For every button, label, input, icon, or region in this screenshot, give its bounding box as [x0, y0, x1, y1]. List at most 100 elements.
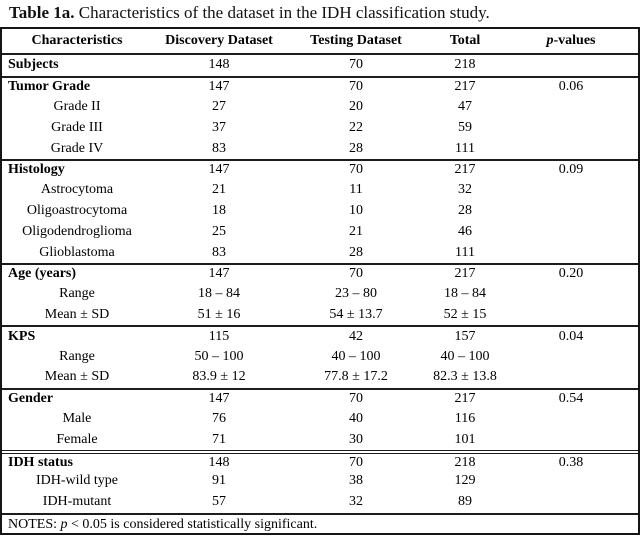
discovery-value: 83 [212, 140, 226, 156]
total-value: 46 [458, 223, 472, 239]
row-label: Grade III [51, 119, 103, 135]
row-label: Range [59, 348, 95, 364]
discovery-value: 25 [212, 223, 226, 239]
testing-value: 70 [349, 79, 363, 95]
total-value: 111 [455, 244, 475, 260]
discovery-value: 148 [208, 454, 230, 470]
discovery-value: 50 – 100 [194, 348, 244, 364]
testing-value: 28 [349, 140, 363, 156]
row-label: Male [62, 410, 92, 426]
row-label: Grade II [53, 98, 101, 114]
total-value: 101 [454, 431, 476, 447]
table-row: Grade IV 83 28 111 [2, 138, 638, 159]
table-row: IDH-mutant 57 32 89 [2, 492, 638, 513]
total-value: 18 – 84 [444, 286, 486, 302]
discovery-value: 147 [208, 391, 230, 407]
total-value: 157 [454, 328, 476, 344]
testing-value: 30 [349, 431, 363, 447]
total-value: 218 [454, 454, 476, 470]
discovery-value: 37 [212, 119, 226, 135]
testing-value: 70 [349, 57, 363, 73]
testing-value: 70 [349, 162, 363, 178]
p-value: 0.20 [558, 266, 584, 282]
table-row: Subjects 148 70 218 [2, 55, 638, 76]
testing-value: 77.8 ± 17.2 [324, 369, 388, 385]
discovery-value: 83 [212, 244, 226, 260]
discovery-value: 18 – 84 [198, 286, 240, 302]
row-label: Tumor Grade [8, 79, 91, 95]
p-value: 0.09 [558, 162, 584, 178]
discovery-value: 76 [212, 410, 226, 426]
discovery-value: 21 [212, 182, 226, 198]
row-label: Glioblastoma [39, 244, 115, 260]
testing-value: 28 [349, 244, 363, 260]
testing-value: 40 [349, 410, 363, 426]
discovery-value: 18 [212, 202, 226, 218]
total-value: 217 [454, 162, 476, 178]
header-p-values: p-values [504, 34, 638, 48]
table-caption: Table 1a. Characteristics of the dataset… [0, 0, 640, 25]
testing-value: 23 – 80 [335, 286, 377, 302]
total-value: 59 [458, 119, 472, 135]
total-value: 82.3 ± 13.8 [433, 369, 497, 385]
notes-prefix: NOTES: [8, 516, 61, 532]
p-value: 0.54 [558, 391, 584, 407]
table-body: Subjects 148 70 218 Tumor Grade 147 70 2… [2, 55, 638, 513]
discovery-value: 27 [212, 98, 226, 114]
notes-p-italic: p [60, 516, 68, 532]
testing-value: 11 [349, 182, 363, 198]
table-row: Gender 147 70 217 0.54 [2, 387, 638, 409]
p-value: 0.04 [558, 328, 584, 344]
row-label: Subjects [8, 57, 59, 73]
testing-value: 32 [349, 494, 363, 510]
total-value: 40 – 100 [440, 348, 490, 364]
testing-value: 40 – 100 [331, 348, 381, 364]
table-header-row: Characteristics Discovery Dataset Testin… [2, 29, 638, 55]
table-row: Tumor Grade 147 70 217 0.06 [2, 75, 638, 97]
testing-value: 10 [349, 202, 363, 218]
row-label: Mean ± SD [44, 306, 110, 322]
table-caption-label: Table 1a. [9, 3, 75, 22]
row-label: Histology [8, 162, 65, 178]
table-row: Age (years) 147 70 217 0.20 [2, 262, 638, 284]
header-total: Total [449, 33, 481, 48]
table-row: Oligodendroglioma 25 21 46 [2, 221, 638, 242]
testing-value: 54 ± 13.7 [329, 306, 383, 322]
row-label: Mean ± SD [44, 369, 110, 385]
testing-value: 70 [349, 454, 363, 470]
table-row: Grade II 27 20 47 [2, 97, 638, 118]
discovery-value: 83.9 ± 12 [192, 369, 246, 385]
total-value: 116 [454, 410, 476, 426]
table-row: Range 18 – 84 23 – 80 18 – 84 [2, 284, 638, 305]
table-caption-text: Characteristics of the dataset in the ID… [74, 3, 490, 22]
row-label: Astrocytoma [40, 182, 114, 198]
header-testing-dataset: Testing Dataset [310, 33, 402, 48]
discovery-value: 115 [208, 328, 230, 344]
testing-value: 38 [349, 473, 363, 489]
total-value: 111 [455, 140, 475, 156]
header-p-rest: -values [553, 33, 596, 48]
table-row: KPS 115 42 157 0.04 [2, 325, 638, 346]
characteristics-table: Characteristics Discovery Dataset Testin… [0, 27, 640, 535]
table-row: IDH status 148 70 218 0.38 [2, 450, 638, 471]
table-row: Mean ± SD 83.9 ± 12 77.8 ± 17.2 82.3 ± 1… [2, 367, 638, 388]
discovery-value: 57 [212, 494, 226, 510]
table-row: Astrocytoma 21 11 32 [2, 180, 638, 201]
table-row: Glioblastoma 83 28 111 [2, 242, 638, 263]
total-value: 52 ± 15 [443, 306, 487, 322]
row-label: Oligodendroglioma [22, 223, 132, 239]
discovery-value: 147 [208, 266, 230, 282]
total-value: 47 [458, 98, 472, 114]
discovery-value: 147 [208, 162, 230, 178]
row-label: Age (years) [8, 266, 77, 282]
row-label: IDH-wild type [35, 473, 119, 489]
total-value: 129 [454, 473, 476, 489]
testing-value: 22 [349, 119, 363, 135]
table-row: Mean ± SD 51 ± 16 54 ± 13.7 52 ± 15 [2, 305, 638, 326]
notes-rest: < 0.05 is considered statistically signi… [67, 516, 318, 532]
header-discovery-dataset: Discovery Dataset [165, 33, 273, 48]
testing-value: 20 [349, 98, 363, 114]
table-row: Histology 147 70 217 0.09 [2, 158, 638, 180]
testing-value: 70 [349, 391, 363, 407]
